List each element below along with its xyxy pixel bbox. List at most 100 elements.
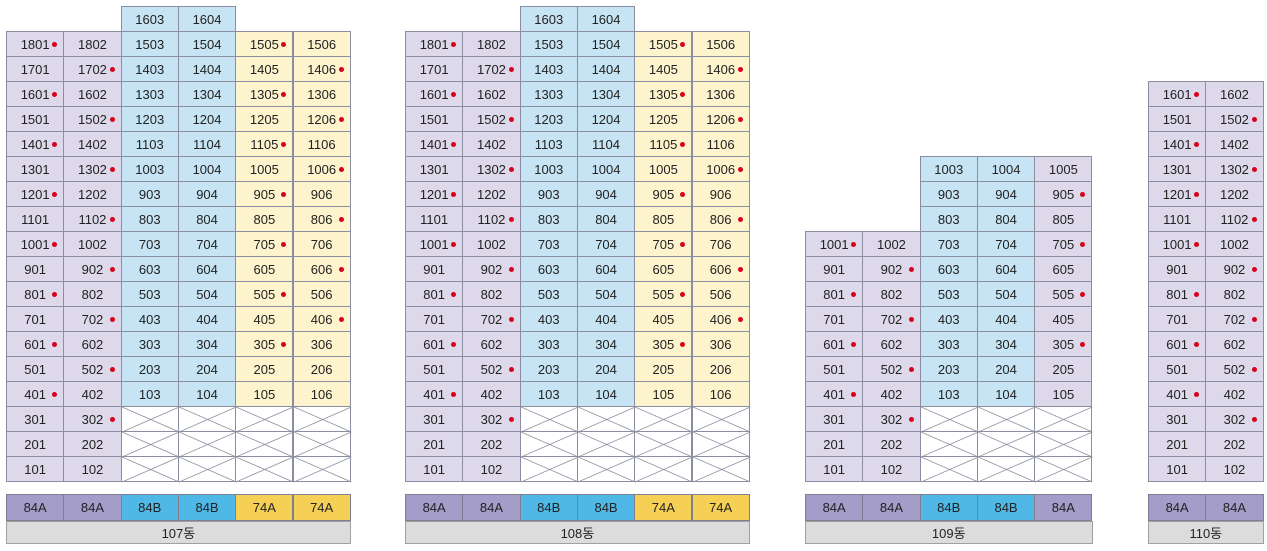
unit-cell: 204 (177, 356, 237, 382)
unit-cell: 804 (576, 206, 636, 232)
red-dot-marker (451, 292, 457, 297)
unit-cell: 205 (235, 356, 294, 382)
unit-cell: 506 (292, 281, 351, 307)
unit-number: 704 (595, 236, 617, 252)
unit-number: 201 (24, 436, 46, 452)
empty-unit-cell (519, 406, 579, 433)
unit-number: 604 (196, 261, 218, 277)
unit-number: 1204 (192, 111, 222, 127)
unit-cell: 401 (405, 381, 464, 407)
unit-number: 503 (937, 286, 960, 302)
unit-number: 405 (253, 311, 276, 327)
unit-cell: 203 (519, 356, 578, 382)
unit-cell: 701 (6, 306, 65, 332)
unit-number: 1504 (192, 36, 222, 52)
unit-number: 403 (537, 311, 560, 327)
unit-number: 401 (423, 386, 445, 402)
unit-number: 606 (709, 261, 732, 277)
empty-unit-cell (691, 431, 750, 458)
unit-cell: 405 (634, 306, 693, 332)
unit-number: 202 (880, 436, 903, 452)
unit-number: 204 (595, 361, 617, 377)
cross-line (121, 432, 180, 458)
unit-number: 604 (595, 261, 617, 277)
red-dot-marker (508, 267, 514, 272)
unit-number: 1505 (648, 36, 678, 52)
unit-number: 405 (1052, 311, 1075, 327)
unit-cell: 404 (177, 306, 237, 332)
unit-number: 1306 (307, 86, 337, 102)
unit-number: 1401 (20, 136, 50, 152)
unit-cell: 1206 (691, 106, 750, 132)
unit-cell: 105 (1034, 381, 1093, 407)
unit-cell: 1305 (235, 81, 294, 107)
unit-number: 201 (823, 436, 845, 452)
unit-cell: 1002 (862, 231, 921, 257)
red-dot-marker (109, 217, 115, 222)
unit-number: 902 (480, 261, 503, 277)
unit-number: 305 (1052, 336, 1075, 352)
unit-number: 1206 (307, 111, 337, 127)
unit-cell: 406 (691, 306, 750, 332)
red-dot-marker (908, 267, 914, 272)
red-dot-marker (508, 167, 514, 172)
cross-line (635, 432, 693, 458)
unit-number: 502 (480, 361, 503, 377)
unit-cell: 503 (120, 281, 179, 307)
unit-number: 705 (652, 236, 675, 252)
empty-unit-cell (177, 431, 237, 458)
unit-cell: 301 (1148, 406, 1207, 432)
red-dot-marker (281, 42, 287, 47)
unit-cell: 104 (976, 381, 1036, 407)
cross-line (692, 432, 750, 458)
unit-cell: 1602 (1205, 81, 1264, 107)
unit-cell: 405 (1034, 306, 1093, 332)
unit-number: 103 (537, 386, 560, 402)
cross-hatch-icon (692, 407, 750, 433)
unit-number: 1203 (135, 111, 165, 127)
red-dot-marker (737, 117, 743, 122)
unit-number: 205 (1052, 361, 1075, 377)
unit-number: 602 (81, 336, 104, 352)
unit-number: 1305 (249, 86, 279, 102)
unit-cell: 603 (519, 256, 578, 282)
unit-number: 805 (652, 211, 675, 227)
red-dot-marker (52, 242, 58, 247)
unit-number: 1202 (77, 186, 107, 202)
red-dot-marker (1080, 292, 1086, 297)
unit-number: 906 (709, 186, 732, 202)
unit-cell: 1802 (63, 31, 122, 57)
red-dot-marker (1080, 242, 1086, 247)
unit-cell: 1102 (1205, 206, 1264, 232)
empty-unit-cell (292, 431, 351, 458)
unit-cell: 403 (519, 306, 578, 332)
unit-cell: 1304 (177, 81, 237, 107)
unit-cell: 1003 (919, 156, 978, 182)
unit-cell: 406 (292, 306, 351, 332)
red-dot-marker (338, 67, 344, 72)
unit-number: 1305 (648, 86, 678, 102)
unit-cell: 1505 (235, 31, 294, 57)
unit-number: 1402 (77, 136, 107, 152)
unit-number: 303 (537, 336, 560, 352)
unit-cell: 602 (462, 331, 521, 357)
unit-cell: 202 (862, 431, 921, 457)
unit-number: 902 (81, 261, 104, 277)
red-dot-marker (508, 417, 514, 422)
unit-cell: 701 (805, 306, 864, 332)
building-label: 110동 (1148, 521, 1264, 544)
unit-number: 1302 (1219, 161, 1249, 177)
unit-cell: 1402 (63, 131, 122, 157)
unit-cell: 802 (862, 281, 921, 307)
red-dot-marker (338, 267, 344, 272)
unit-number: 503 (138, 286, 161, 302)
unit-cell: 604 (177, 256, 237, 282)
unit-cell: 1005 (1034, 156, 1093, 182)
cross-hatch-icon (121, 432, 180, 458)
red-dot-marker (338, 317, 344, 322)
red-dot-marker (52, 92, 58, 97)
cross-line (293, 407, 351, 433)
cross-line (577, 432, 636, 458)
unit-cell: 1302 (63, 156, 122, 182)
unit-cell: 502 (63, 356, 122, 382)
